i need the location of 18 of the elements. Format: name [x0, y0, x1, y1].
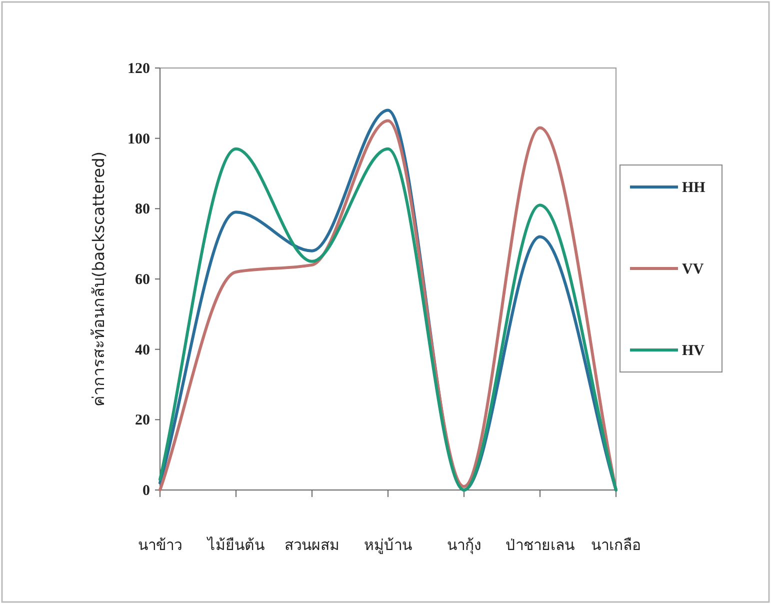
- y-tick-label: 80: [135, 202, 150, 218]
- x-tick-label: นาข้าว: [138, 536, 182, 554]
- y-tick-label: 120: [128, 61, 150, 77]
- legend-label: VV: [682, 262, 704, 278]
- y-tick-label: 100: [128, 131, 150, 148]
- y-tick-label: 20: [135, 412, 150, 429]
- x-tick-label: หมู่บ้าน: [364, 536, 412, 554]
- y-tick-label: 0: [142, 483, 150, 499]
- x-tick-label: นาเกลือ: [591, 536, 641, 554]
- x-tick-label: นากุ้ง: [447, 536, 481, 555]
- y-axis-title: ค่าการสะท้อนกลับ(backscattered): [89, 151, 108, 407]
- x-tick-label: ป่าชายเลน: [506, 536, 574, 554]
- y-tick-label: 40: [135, 342, 150, 358]
- legend-label: HV: [682, 343, 705, 359]
- x-tick-label: ไม้ยืนต้น: [206, 536, 264, 554]
- y-tick-label: 60: [135, 272, 150, 288]
- x-tick-label: สวนผสม: [284, 536, 340, 554]
- legend-label: HH: [682, 180, 706, 196]
